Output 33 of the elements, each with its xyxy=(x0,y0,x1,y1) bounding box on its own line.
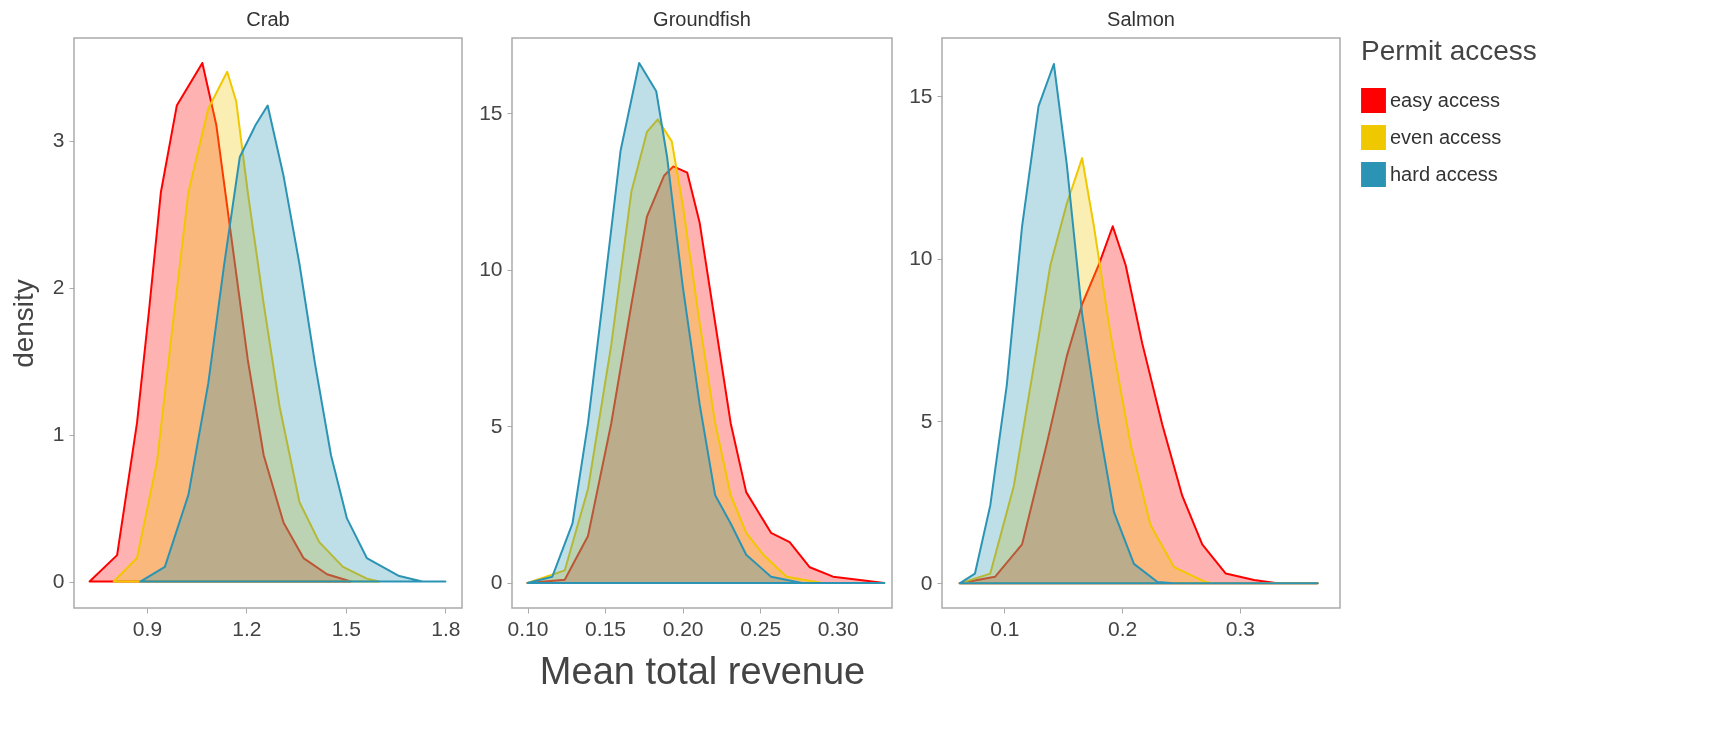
y-tick-label: 1 xyxy=(52,422,65,446)
x-tick-label: 0.30 xyxy=(817,616,859,640)
legend-title: Permit access xyxy=(1361,35,1537,66)
x-tick-label: 1.5 xyxy=(331,616,362,640)
x-tick-label: 0.1 xyxy=(990,616,1020,640)
x-tick-label: 0.15 xyxy=(585,616,626,640)
x-tick-label: 0.25 xyxy=(740,616,782,640)
x-tick-label: 0.20 xyxy=(662,616,704,640)
x-tick-label: 1.8 xyxy=(431,616,461,640)
y-tick-label: 15 xyxy=(909,83,933,107)
x-tick-label: 0.10 xyxy=(507,616,549,640)
y-tick-label: 10 xyxy=(479,257,503,281)
x-tick-label: 0.2 xyxy=(1108,616,1138,640)
y-tick-label: 5 xyxy=(490,413,503,437)
legend-label: even access xyxy=(1390,125,1502,148)
y-axis-title: density xyxy=(7,279,39,368)
y-tick-label: 0 xyxy=(490,570,503,594)
x-axis-title: Mean total revenue xyxy=(539,649,866,692)
y-tick-label: 0 xyxy=(920,570,933,594)
x-tick-label: 0.3 xyxy=(1225,616,1256,640)
x-tick-label: 0.9 xyxy=(132,616,163,640)
legend-label: hard access xyxy=(1390,162,1498,185)
legend-label: easy access xyxy=(1390,88,1501,111)
y-tick-label: 15 xyxy=(479,100,503,124)
chart-title: Groundfish xyxy=(653,8,751,30)
y-tick-label: 10 xyxy=(909,246,933,270)
y-tick-label: 0 xyxy=(52,569,65,593)
x-tick-label: 1.2 xyxy=(232,616,262,640)
y-tick-label: 5 xyxy=(920,408,933,432)
y-tick-label: 2 xyxy=(52,275,65,299)
chart-title: Crab xyxy=(246,8,290,30)
y-tick-label: 3 xyxy=(52,128,65,152)
chart-title: Salmon xyxy=(1107,8,1175,30)
